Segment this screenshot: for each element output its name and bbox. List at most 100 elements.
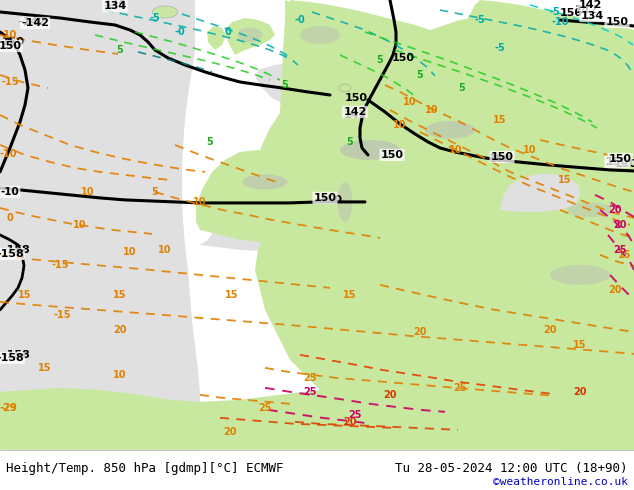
Text: 142: 142 — [578, 0, 602, 10]
Text: -10: -10 — [551, 17, 569, 27]
Text: Tu 28-05-2024 12:00 UTC (18+90): Tu 28-05-2024 12:00 UTC (18+90) — [395, 462, 628, 475]
Text: -0: -0 — [174, 27, 185, 37]
Text: 15: 15 — [343, 290, 357, 300]
Polygon shape — [0, 0, 200, 450]
Ellipse shape — [153, 6, 178, 18]
Text: 25: 25 — [303, 387, 317, 397]
Text: -158: -158 — [2, 245, 30, 255]
Text: 15: 15 — [113, 290, 127, 300]
Text: 20: 20 — [113, 325, 127, 335]
Ellipse shape — [339, 84, 351, 92]
Text: 20: 20 — [608, 205, 622, 215]
Text: 134: 134 — [580, 11, 604, 21]
Text: 150: 150 — [491, 152, 514, 162]
Text: 5: 5 — [117, 45, 124, 55]
Text: -10: -10 — [0, 149, 16, 159]
Text: 10: 10 — [158, 245, 172, 255]
Text: 0: 0 — [224, 27, 231, 37]
Text: -142: -142 — [21, 18, 49, 28]
Text: 150: 150 — [320, 195, 343, 205]
Text: 25: 25 — [258, 403, 272, 413]
Ellipse shape — [340, 140, 400, 160]
Text: 5: 5 — [207, 137, 214, 147]
Text: 20: 20 — [343, 417, 357, 427]
Text: 15: 15 — [225, 290, 239, 300]
Text: 142: 142 — [575, 5, 598, 15]
Polygon shape — [460, 0, 634, 112]
Text: 150: 150 — [489, 154, 512, 164]
Text: 20: 20 — [573, 387, 586, 397]
Ellipse shape — [550, 265, 610, 285]
Text: 150: 150 — [313, 193, 337, 203]
Text: 150: 150 — [609, 154, 631, 164]
Text: -10: -10 — [1, 187, 20, 197]
Text: 150: 150 — [345, 93, 368, 103]
Polygon shape — [196, 150, 310, 242]
Text: 20: 20 — [223, 427, 236, 437]
Text: -5: -5 — [495, 43, 505, 53]
Polygon shape — [225, 18, 275, 55]
Text: -15: -15 — [51, 260, 68, 270]
Text: 5: 5 — [458, 83, 465, 93]
Text: 10: 10 — [113, 370, 127, 380]
Text: 15: 15 — [573, 340, 586, 350]
Text: 5: 5 — [417, 70, 424, 80]
Ellipse shape — [242, 174, 287, 190]
Text: -15: -15 — [1, 77, 19, 87]
Polygon shape — [289, 0, 445, 170]
Text: 150: 150 — [392, 53, 415, 63]
Text: 0: 0 — [6, 213, 13, 223]
Text: -29: -29 — [0, 403, 16, 413]
Ellipse shape — [567, 202, 612, 218]
Ellipse shape — [337, 182, 353, 222]
Polygon shape — [260, 62, 460, 167]
Text: 134: 134 — [103, 0, 127, 8]
Text: ©weatheronline.co.uk: ©weatheronline.co.uk — [493, 477, 628, 487]
Text: -142: -142 — [18, 17, 46, 27]
Ellipse shape — [300, 26, 340, 44]
Polygon shape — [200, 190, 500, 252]
Text: 150: 150 — [560, 8, 583, 18]
Polygon shape — [326, 180, 350, 235]
Text: 25: 25 — [613, 245, 627, 255]
Text: 142: 142 — [344, 110, 366, 120]
Polygon shape — [255, 0, 634, 450]
Text: 10: 10 — [523, 145, 537, 155]
Text: 10: 10 — [425, 105, 439, 115]
Text: 10: 10 — [403, 97, 417, 107]
Text: 5: 5 — [152, 187, 158, 197]
Ellipse shape — [425, 121, 475, 139]
Text: 150: 150 — [605, 17, 628, 27]
Text: 15: 15 — [38, 363, 52, 373]
Text: 5: 5 — [281, 80, 288, 90]
Text: 10: 10 — [74, 220, 87, 230]
Text: 150: 150 — [0, 41, 22, 51]
Text: -5: -5 — [475, 15, 486, 25]
Text: -5: -5 — [550, 7, 560, 17]
Text: 134: 134 — [103, 1, 127, 11]
Polygon shape — [0, 388, 634, 450]
Text: 10: 10 — [450, 145, 463, 155]
Text: 5: 5 — [347, 137, 353, 147]
Text: -29: -29 — [2, 403, 18, 413]
Text: Height/Temp. 850 hPa [gdmp][°C] ECMWF: Height/Temp. 850 hPa [gdmp][°C] ECMWF — [6, 462, 284, 475]
Text: 25: 25 — [348, 410, 362, 420]
Text: -10: -10 — [2, 187, 18, 197]
Text: -15: -15 — [53, 310, 71, 320]
Polygon shape — [207, 26, 226, 50]
Text: -5: -5 — [150, 13, 160, 23]
Text: 10: 10 — [3, 30, 17, 40]
Text: 10: 10 — [123, 247, 137, 257]
Text: 150: 150 — [2, 37, 25, 47]
Text: 15: 15 — [618, 250, 631, 260]
Polygon shape — [500, 174, 580, 212]
Text: -0: -0 — [295, 15, 306, 25]
Text: -158: -158 — [2, 350, 30, 360]
Text: 20: 20 — [543, 325, 557, 335]
Text: 25: 25 — [303, 373, 317, 383]
Ellipse shape — [238, 27, 262, 43]
Text: 25: 25 — [453, 383, 467, 393]
Text: -158: -158 — [0, 249, 24, 259]
Text: 15: 15 — [18, 290, 32, 300]
Text: 142: 142 — [344, 107, 366, 117]
